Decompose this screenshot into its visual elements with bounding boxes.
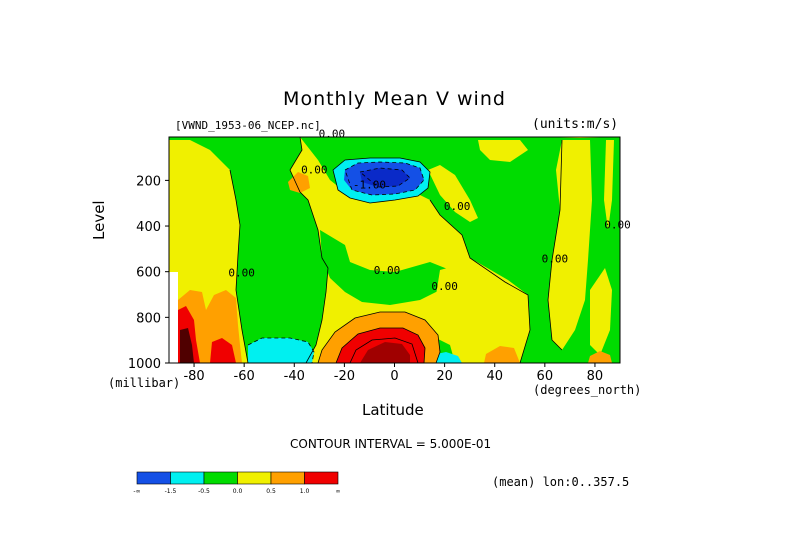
region-yellow-arctic: [548, 140, 592, 350]
colorbar-swatch: [237, 471, 272, 485]
colorbar-label: 1.0: [300, 488, 310, 495]
contour-label: 0.00: [431, 280, 458, 293]
y-ticks: 200 400 600 800 1000: [128, 174, 169, 372]
region-yellow-east-pocket: [428, 165, 478, 222]
x-tick-label: 20: [436, 369, 453, 384]
region-yellow-north-pocket: [478, 140, 528, 162]
colorbar-swatch: [270, 471, 305, 485]
contour-lines: [229, 137, 563, 363]
dataset-label: [VWND_1953-06_NCEP.nc]: [175, 119, 321, 132]
y-tick-label: 200: [136, 174, 161, 189]
x-tick-label: 40: [486, 369, 503, 384]
colorbar-label: ∞: [336, 488, 341, 495]
colorbar-label: -0.5: [198, 488, 210, 495]
colorbar-swatch: [304, 471, 339, 485]
contour-label: 0.00: [319, 127, 346, 140]
x-tick-label: 0: [390, 369, 398, 384]
region-yellow-pole-east: [590, 268, 612, 355]
contour-interval-info: CONTOUR INTERVAL = 5.000E-01: [290, 437, 492, 451]
units-label: (units:m/s): [532, 117, 619, 132]
x-tick-label: -20: [334, 369, 355, 384]
contour-labels: 0.00 0.00 -1.00 0.00 0.00 0.00 0.00 0.00 0.00: [228, 127, 630, 292]
region-yellow-arctic2: [604, 140, 614, 230]
contour-field: [169, 137, 620, 363]
colorbar-label: -1.5: [165, 488, 177, 495]
region-darkred-tropics: [360, 342, 410, 363]
y-tick-label: 400: [136, 220, 161, 235]
x-tick-label: -40: [284, 369, 305, 384]
x-tick-label: -80: [183, 369, 204, 384]
region-blue-jet-core: [360, 168, 410, 187]
region-orange-polar-sfc: [588, 351, 612, 363]
contour-label: 0.00: [301, 164, 328, 177]
colorbar: -∞ -1.5 -0.5 0.0 0.5 1.0 ∞: [133, 471, 341, 495]
contour-label: 0.00: [604, 218, 631, 231]
y-tick-label: 800: [136, 311, 161, 326]
region-maroon-south: [180, 328, 194, 363]
contour-label: 0.00: [444, 200, 471, 213]
contour-label: -1.00: [353, 178, 386, 191]
region-missing-data: [169, 272, 178, 363]
region-green-west: [169, 137, 328, 363]
mean-info: (mean) lon:0..357.5: [492, 475, 630, 489]
region-orange-midlat-sfc: [484, 346, 520, 363]
colorbar-label: -∞: [133, 488, 140, 495]
colorbar-swatch: [203, 471, 238, 485]
colorbar-swatch: [136, 471, 171, 485]
region-red-south2: [210, 338, 236, 363]
x-tick-label: -60: [234, 369, 255, 384]
y-tick-label: 600: [136, 266, 161, 281]
colorbar-label: 0.5: [266, 488, 276, 495]
contour-label: 0.00: [542, 253, 569, 266]
chart-title: Monthly Mean V wind: [283, 88, 506, 110]
x-ticks: -80 -60 -40 -20 0 20 40 60 80: [183, 363, 603, 384]
colorbar-swatch: [170, 471, 205, 485]
region-yellow-midlat: [436, 262, 520, 363]
y-axis-label: Level: [90, 200, 108, 240]
contour-label: 0.00: [228, 266, 255, 279]
x-axis-label: Latitude: [362, 401, 424, 419]
region-green-mid: [320, 230, 450, 305]
x-tick-label: 60: [537, 369, 554, 384]
y-axis-units: (millibar): [108, 376, 181, 390]
region-cyan-south-sfc: [248, 338, 314, 363]
x-tick-label: 80: [587, 369, 604, 384]
x-axis-units: (degrees_north): [533, 383, 642, 397]
contour-label: 0.00: [374, 264, 401, 277]
y-tick-label: 1000: [128, 357, 161, 372]
colorbar-label: 0.0: [233, 488, 243, 495]
